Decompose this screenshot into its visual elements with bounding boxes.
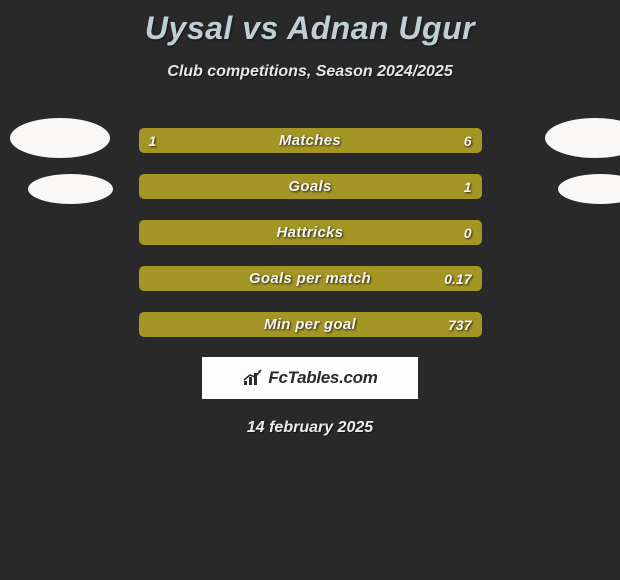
stat-bar-label: Goals (139, 174, 482, 199)
stat-bar-right-value: 0 (464, 220, 472, 245)
player-right-avatar-small (558, 174, 620, 204)
subtitle: Club competitions, Season 2024/2025 (0, 63, 620, 81)
stat-bar-label: Hattricks (139, 220, 482, 245)
chart-icon (242, 369, 264, 387)
stat-bar-right-value: 6 (464, 128, 472, 153)
stat-bar-right-value: 1 (464, 174, 472, 199)
stat-bar-label: Goals per match (139, 266, 482, 291)
attribution-logo: FcTables.com (202, 357, 418, 399)
stat-bar-label: Min per goal (139, 312, 482, 337)
player-right-avatar (545, 118, 620, 158)
stat-bar-label: Matches (139, 128, 482, 153)
player-left-avatar (10, 118, 110, 158)
stat-bars: Matches16Goals1Hattricks0Goals per match… (138, 127, 483, 338)
stat-bar-right-value: 0.17 (444, 266, 471, 291)
stat-bar-left-value: 1 (149, 128, 157, 153)
stat-bar-row: Matches1 6 (138, 127, 483, 154)
player-left-avatar-small (28, 174, 113, 204)
page-title: Uysal vs Adnan Ugur (0, 0, 620, 47)
stat-bar-row: Goals1 (138, 173, 483, 200)
stat-bar-right-value: 737 (448, 312, 471, 337)
stat-bar-row: Goals per match0.17 (138, 265, 483, 292)
stat-bar-row: Hattricks0 (138, 219, 483, 246)
logo-text: FcTables.com (268, 368, 377, 388)
date-label: 14 february 2025 (0, 419, 620, 437)
stat-bar-row: Min per goal737 (138, 311, 483, 338)
